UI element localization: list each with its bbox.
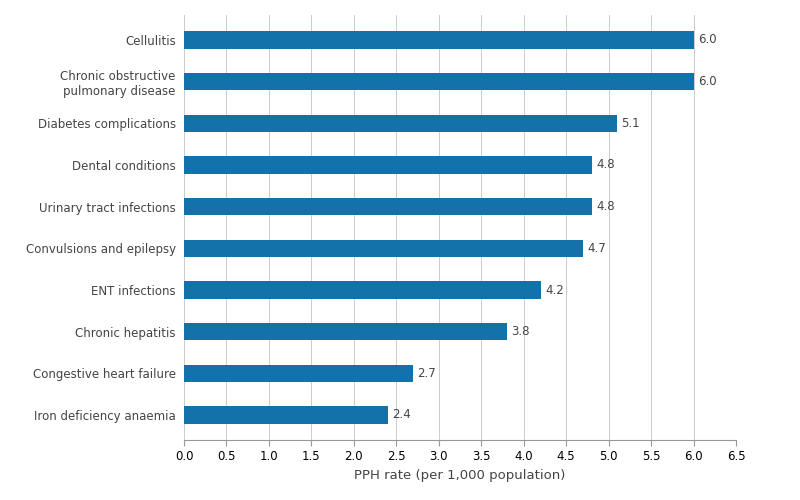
Bar <box>184 31 694 49</box>
Text: 4.2: 4.2 <box>545 284 564 296</box>
X-axis label: PPH rate (per 1,000 population): PPH rate (per 1,000 population) <box>354 469 566 482</box>
Text: 6.0: 6.0 <box>698 75 717 88</box>
Bar <box>184 406 388 424</box>
Bar <box>184 114 617 132</box>
Bar <box>184 240 583 257</box>
Text: 3.8: 3.8 <box>511 325 530 338</box>
Text: 2.4: 2.4 <box>392 408 411 422</box>
Text: 5.1: 5.1 <box>622 117 640 130</box>
Text: 2.7: 2.7 <box>418 367 436 380</box>
Bar <box>184 198 592 216</box>
Text: 6.0: 6.0 <box>698 34 717 46</box>
Text: 4.8: 4.8 <box>596 158 614 172</box>
Bar <box>184 156 592 174</box>
Bar <box>184 73 694 90</box>
Text: 4.8: 4.8 <box>596 200 614 213</box>
Bar <box>184 281 541 298</box>
Bar <box>184 323 506 340</box>
Text: 4.7: 4.7 <box>587 242 606 255</box>
Bar <box>184 364 414 382</box>
